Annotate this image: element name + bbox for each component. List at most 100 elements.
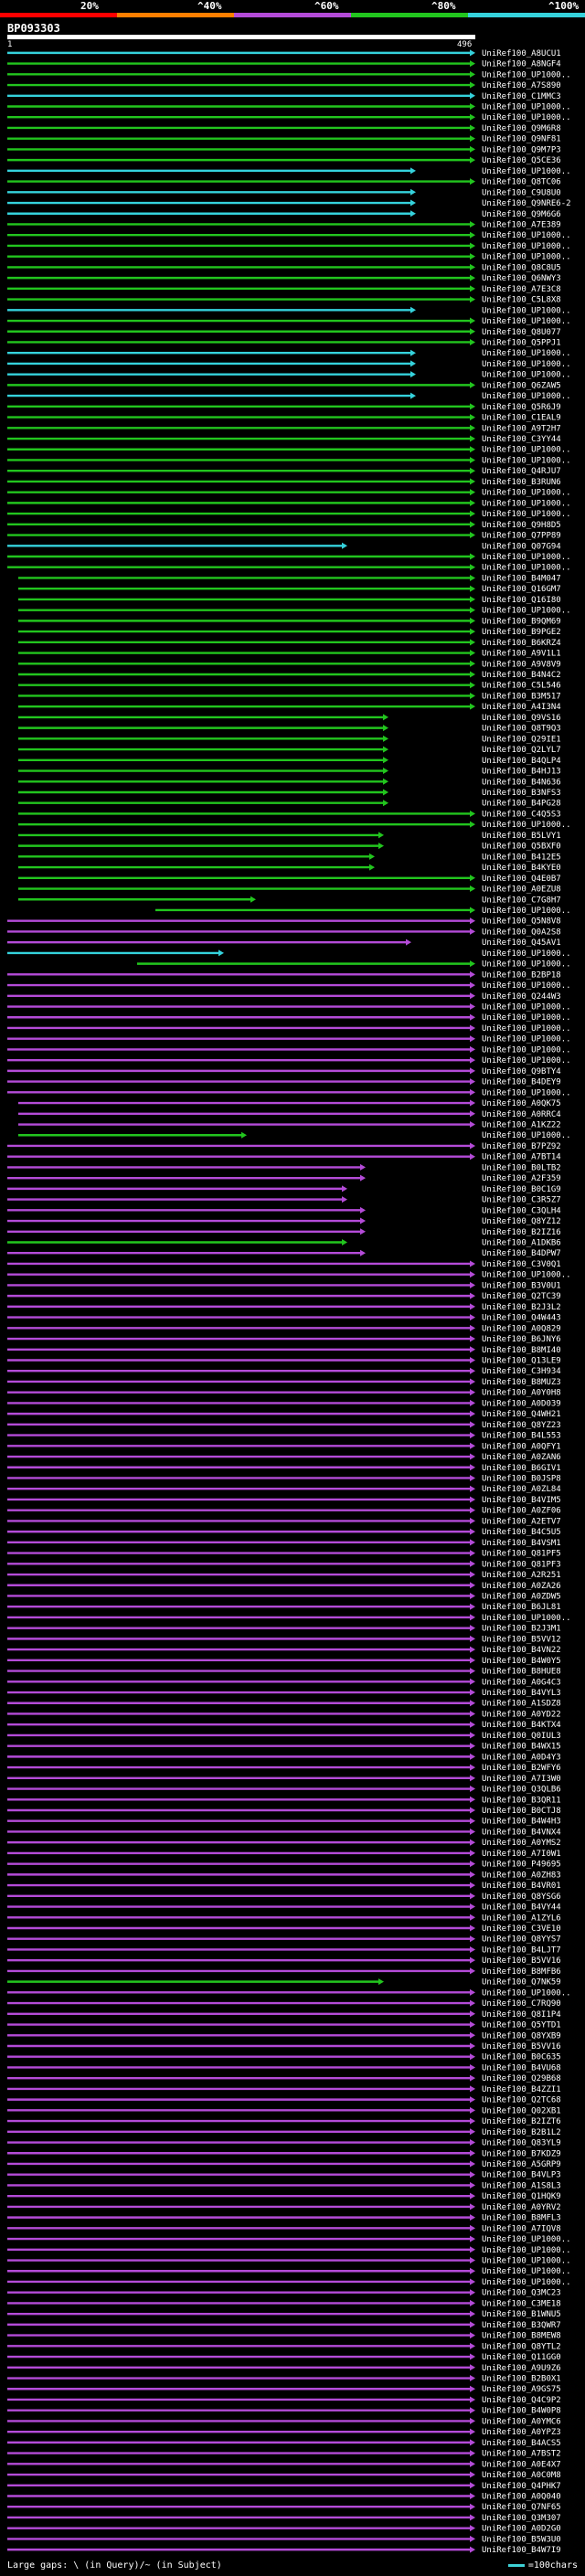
hit-label[interactable]: UniRef100_Q5N8V8 — [482, 917, 561, 927]
hit-label[interactable]: UniRef100_A0YD22 — [482, 1710, 561, 1719]
hit-label[interactable]: UniRef100_UP1000.. — [482, 564, 571, 573]
hit-label[interactable]: UniRef100_Q3QLB6 — [482, 1786, 561, 1795]
hit-row[interactable]: UniRef100_B4N4C2 — [18, 671, 561, 680]
hit-label[interactable]: UniRef100_Q5R6J9 — [482, 403, 561, 412]
hit-label[interactable]: UniRef100_B4L553 — [482, 1432, 561, 1441]
hit-label[interactable]: UniRef100_B3QWR7 — [482, 2321, 561, 2330]
hit-row[interactable]: UniRef100_A1ZYL6 — [7, 1913, 561, 1923]
hit-row[interactable]: UniRef100_UP1000.. — [18, 607, 571, 616]
hit-label[interactable]: UniRef100_P49695 — [482, 1860, 561, 1870]
hit-row[interactable]: UniRef100_A0YPZ3 — [7, 2428, 561, 2437]
hit-row[interactable]: UniRef100_B4W7I9 — [7, 2546, 561, 2555]
hit-label[interactable]: UniRef100_B4N4C2 — [482, 671, 561, 680]
hit-row[interactable]: UniRef100_B4VYL3 — [7, 1689, 561, 1698]
hit-row[interactable]: UniRef100_UP1000.. — [7, 102, 571, 111]
hit-label[interactable]: UniRef100_UP1000.. — [482, 949, 571, 959]
hit-row[interactable]: UniRef100_UP1000.. — [7, 231, 571, 240]
hit-row[interactable]: UniRef100_A0Q040 — [7, 2493, 561, 2502]
hit-label[interactable]: UniRef100_Q16GM7 — [482, 585, 561, 594]
hit-label[interactable]: UniRef100_Q11GG0 — [482, 2353, 561, 2362]
hit-row[interactable]: UniRef100_A9V8V9 — [18, 660, 561, 669]
hit-label[interactable]: UniRef100_Q5YTD1 — [482, 2021, 561, 2030]
hit-row[interactable]: UniRef100_UP1000.. — [7, 1024, 571, 1034]
hit-label[interactable]: UniRef100_A2F359 — [482, 1174, 561, 1183]
hit-label[interactable]: UniRef100_A5GRP9 — [482, 2160, 561, 2169]
hit-label[interactable]: UniRef100_C5L546 — [482, 682, 561, 691]
hit-label[interactable]: UniRef100_Q13LE9 — [482, 1356, 561, 1365]
hit-label[interactable]: UniRef100_C3ME18 — [482, 2299, 561, 2308]
hit-row[interactable]: UniRef100_B3RUN6 — [7, 478, 561, 487]
hit-row[interactable]: UniRef100_B0C635 — [7, 2053, 561, 2062]
hit-row[interactable]: UniRef100_C3YY44 — [7, 435, 561, 444]
hit-row[interactable]: UniRef100_B4DEY9 — [7, 1078, 561, 1087]
hit-row[interactable]: UniRef100_B2J3M1 — [7, 1625, 561, 1634]
hit-label[interactable]: UniRef100_UP1000.. — [482, 510, 571, 519]
hit-row[interactable]: UniRef100_A9U9Z6 — [7, 2364, 561, 2373]
hit-row[interactable]: UniRef100_Q3M307 — [7, 2514, 561, 2523]
hit-row[interactable]: UniRef100_B4VN22 — [7, 1646, 561, 1655]
hit-label[interactable]: UniRef100_Q8YYS7 — [482, 1935, 561, 1945]
hit-row[interactable]: UniRef100_Q0IUL3 — [7, 1732, 561, 1741]
hit-label[interactable]: UniRef100_Q81PF5 — [482, 1550, 561, 1559]
hit-row[interactable]: UniRef100_A9GS75 — [7, 2385, 561, 2394]
hit-row[interactable]: UniRef100_B9PGE2 — [18, 628, 561, 637]
hit-row[interactable]: UniRef100_A0QFY1 — [7, 1442, 561, 1451]
hit-label[interactable]: UniRef100_A0QK75 — [482, 1099, 561, 1108]
hit-label[interactable]: UniRef100_UP1000.. — [482, 317, 571, 326]
hit-row[interactable]: UniRef100_A0EZU8 — [18, 885, 561, 895]
hit-label[interactable]: UniRef100_UP1000.. — [482, 456, 571, 465]
hit-row[interactable]: UniRef100_C5L546 — [18, 682, 561, 691]
hit-label[interactable]: UniRef100_UP1000.. — [482, 1035, 571, 1044]
hit-row[interactable]: UniRef100_A9T2H7 — [7, 424, 561, 433]
hit-row[interactable]: UniRef100_A4I3N4 — [18, 703, 561, 712]
hit-label[interactable]: UniRef100_UP1000.. — [482, 1614, 571, 1623]
hit-label[interactable]: UniRef100_A0QFY1 — [482, 1442, 561, 1451]
hit-row[interactable]: UniRef100_Q9H8D5 — [7, 521, 561, 530]
hit-row[interactable]: UniRef100_C5L8X8 — [7, 296, 561, 305]
hit-label[interactable]: UniRef100_A0ZA26 — [482, 1582, 561, 1591]
hit-label[interactable]: UniRef100_Q4RJU7 — [482, 467, 561, 476]
hit-label[interactable]: UniRef100_A1SDZ8 — [482, 1700, 561, 1709]
hit-label[interactable]: UniRef100_C9U8U0 — [482, 188, 561, 197]
hit-label[interactable]: UniRef100_C3QLH4 — [482, 1206, 561, 1215]
hit-label[interactable]: UniRef100_Q83YL9 — [482, 2139, 561, 2148]
hit-row[interactable]: UniRef100_B4QLP4 — [18, 757, 561, 766]
hit-row[interactable]: UniRef100_A0E4X7 — [7, 2460, 561, 2469]
hit-label[interactable]: UniRef100_B8MI40 — [482, 1346, 561, 1355]
hit-label[interactable]: UniRef100_UP1000.. — [482, 167, 571, 176]
hit-label[interactable]: UniRef100_Q5PPJ1 — [482, 338, 561, 347]
hit-row[interactable]: UniRef100_UP1000.. — [155, 906, 571, 916]
hit-label[interactable]: UniRef100_UP1000.. — [482, 1131, 571, 1140]
hit-row[interactable]: UniRef100_UP1000.. — [7, 949, 571, 959]
hit-label[interactable]: UniRef100_B4VIM5 — [482, 1496, 561, 1505]
hit-label[interactable]: UniRef100_A9GS75 — [482, 2385, 561, 2394]
hit-label[interactable]: UniRef100_B4HJ13 — [482, 768, 561, 777]
hit-label[interactable]: UniRef100_B8MUZ3 — [482, 1378, 561, 1387]
hit-row[interactable]: UniRef100_A2R251 — [7, 1571, 561, 1580]
hit-label[interactable]: UniRef100_UP1000.. — [482, 1013, 571, 1023]
hit-row[interactable]: UniRef100_Q5N8V8 — [7, 917, 561, 927]
hit-label[interactable]: UniRef100_Q9M7P3 — [482, 145, 561, 154]
hit-label[interactable]: UniRef100_A7IQV8 — [482, 2224, 561, 2233]
hit-label[interactable]: UniRef100_B7PZ92 — [482, 1142, 561, 1151]
hit-row[interactable]: UniRef100_Q16GM7 — [18, 585, 561, 594]
hit-row[interactable]: UniRef100_Q7NF65 — [7, 2503, 561, 2512]
hit-label[interactable]: UniRef100_B3QR11 — [482, 1796, 561, 1805]
hit-label[interactable]: UniRef100_B4VU68 — [482, 2063, 561, 2072]
hit-row[interactable]: UniRef100_B7KDZ9 — [7, 2149, 561, 2158]
hit-label[interactable]: UniRef100_B8MFL3 — [482, 2214, 561, 2223]
hit-label[interactable]: UniRef100_A9V8V9 — [482, 660, 561, 669]
hit-row[interactable]: UniRef100_B2B0X1 — [7, 2375, 561, 2384]
hit-row[interactable]: UniRef100_A1SDZ8 — [7, 1700, 561, 1709]
hit-row[interactable]: UniRef100_UP1000.. — [7, 564, 571, 573]
hit-row[interactable]: UniRef100_B4N636 — [18, 778, 561, 787]
hit-label[interactable]: UniRef100_Q29B68 — [482, 2074, 561, 2083]
hit-label[interactable]: UniRef100_A2ETV7 — [482, 1517, 561, 1526]
hit-label[interactable]: UniRef100_A0ZDW5 — [482, 1592, 561, 1601]
hit-label[interactable]: UniRef100_Q7NF65 — [482, 2503, 561, 2512]
hit-row[interactable]: UniRef100_UP1000.. — [7, 167, 571, 176]
hit-row[interactable]: UniRef100_A1KZ22 — [18, 1121, 561, 1130]
hit-label[interactable]: UniRef100_UP1000.. — [482, 489, 571, 498]
hit-label[interactable]: UniRef100_B8MFB6 — [482, 1967, 561, 1977]
hit-row[interactable]: UniRef100_B4C5U5 — [7, 1528, 561, 1537]
